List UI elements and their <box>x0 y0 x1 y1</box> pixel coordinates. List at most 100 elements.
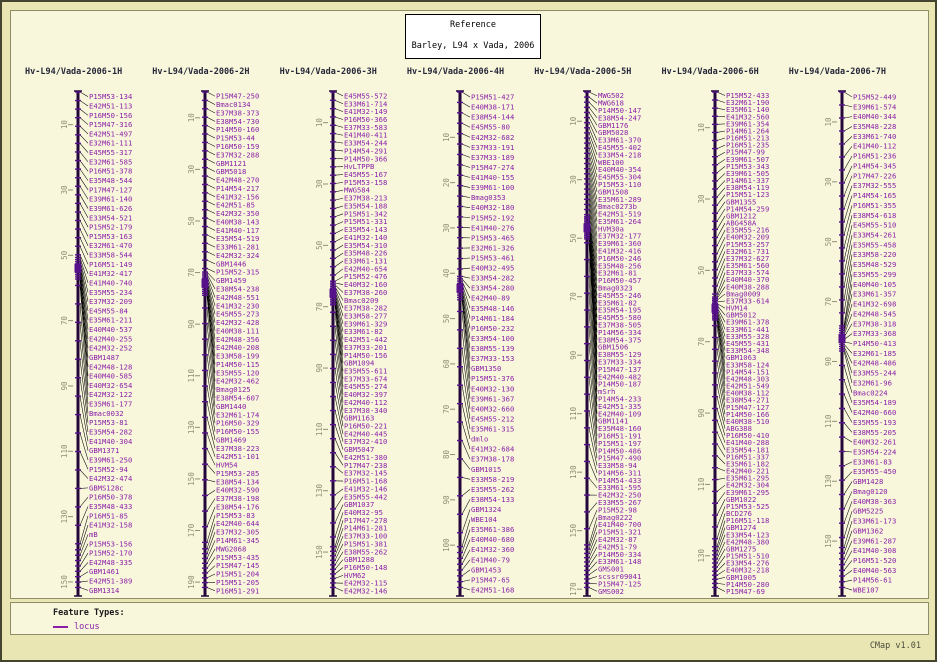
marker-label[interactable]: E42M48-335 <box>89 558 132 567</box>
marker-label[interactable]: E42M40-445 <box>344 429 387 438</box>
marker-label[interactable]: E45M55-84 <box>89 306 128 315</box>
marker-label[interactable]: E35M55-458 <box>853 240 896 249</box>
marker-label[interactable]: P15M53-343 <box>726 162 769 171</box>
marker-label[interactable]: P14M54-151 <box>726 367 769 376</box>
marker-label[interactable]: E35M55-450 <box>853 467 896 476</box>
marker-label[interactable]: GBM1141 <box>598 417 628 426</box>
marker-label[interactable]: E42M40-89 <box>471 294 510 303</box>
marker-label[interactable]: E33M54-348 <box>726 346 769 355</box>
marker-label[interactable]: GBM5225 <box>853 507 883 516</box>
marker-label[interactable]: E42M32-462 <box>216 377 259 386</box>
marker-label[interactable]: E37M33-201 <box>344 343 387 352</box>
marker-label[interactable]: P16M50-366 <box>344 115 387 124</box>
marker-label[interactable]: P14M54-291 <box>344 146 387 155</box>
marker-label[interactable]: E42M51-79 <box>598 542 637 551</box>
marker-label[interactable]: E32M61-326 <box>471 243 514 252</box>
marker-label[interactable]: GBMS128c <box>89 483 124 492</box>
marker-label[interactable]: E39M61-140 <box>89 195 132 204</box>
marker-label[interactable]: E42M32-250 <box>598 491 641 500</box>
marker-label[interactable]: E37M38-505 <box>598 321 641 330</box>
marker-label[interactable]: E35M48-146 <box>471 304 514 313</box>
marker-label[interactable]: E40M40-680 <box>471 535 514 544</box>
marker-label[interactable]: E35M55-299 <box>853 270 896 279</box>
marker-label[interactable]: E40M40-344 <box>853 112 896 121</box>
marker-label[interactable]: E37M38-178 <box>471 455 514 464</box>
marker-label[interactable]: E45M55-572 <box>344 91 387 100</box>
marker-label[interactable]: E33M54-261 <box>853 231 896 240</box>
marker-label[interactable]: E41M32-140 <box>344 233 387 242</box>
marker-label[interactable]: E37M33-100 <box>344 532 387 541</box>
marker-label[interactable]: P16M51-191 <box>598 431 641 440</box>
marker-label[interactable]: P16M50-221 <box>344 422 387 431</box>
marker-label[interactable]: E32M61-470 <box>89 241 132 250</box>
marker-label[interactable]: P15M52-192 <box>471 213 514 222</box>
marker-label[interactable]: GBM1453 <box>471 565 501 574</box>
marker-label[interactable]: E41M40-411 <box>344 131 387 140</box>
marker-label[interactable]: E33M58-219 <box>471 475 514 484</box>
marker-label[interactable]: GMS002 <box>598 587 624 596</box>
marker-label[interactable]: E35M61-295 <box>726 474 769 483</box>
marker-label[interactable]: E42M40-109 <box>598 409 641 418</box>
marker-label[interactable]: E35M61-177 <box>89 400 132 409</box>
marker-label[interactable]: E38M54-247 <box>598 113 641 122</box>
marker-label[interactable]: P14M56-334 <box>598 328 641 337</box>
marker-label[interactable]: MWG502 <box>598 91 624 100</box>
marker-label[interactable]: E35M55-193 <box>853 418 896 427</box>
marker-label[interactable]: E42M48-270 <box>216 176 259 185</box>
marker-label[interactable]: E33M54-100 <box>471 334 514 343</box>
marker-label[interactable]: Bmac0209 <box>344 296 379 305</box>
marker-label[interactable]: E42M51-549 <box>726 382 769 391</box>
marker-label[interactable]: P15M51-197 <box>598 439 641 448</box>
marker-label[interactable]: P14M50-147 <box>598 106 641 115</box>
marker-label[interactable]: P16M51-291 <box>216 586 259 595</box>
marker-label[interactable]: E35M48-256 <box>598 261 641 270</box>
marker-label[interactable]: E41M32-156 <box>216 192 259 201</box>
marker-label[interactable]: P14M54-345 <box>853 161 896 170</box>
marker-label[interactable]: P14M50-166 <box>726 410 769 419</box>
marker-label[interactable]: E35M55-611 <box>344 367 387 376</box>
marker-label[interactable]: E42M48-486 <box>853 359 896 368</box>
marker-label[interactable]: E38M54-607 <box>216 393 259 402</box>
marker-label[interactable]: E42M51-85 <box>216 201 255 210</box>
marker-label[interactable]: Bmag0125 <box>216 385 251 394</box>
marker-label[interactable]: E37M33-614 <box>726 296 769 305</box>
marker-label[interactable]: P14M50-187 <box>598 380 641 389</box>
marker-label[interactable]: E32M61-96 <box>853 378 892 387</box>
marker-label[interactable]: E45M55-212 <box>471 414 514 423</box>
marker-label[interactable]: E38M54-730 <box>216 117 259 126</box>
marker-label[interactable]: P15M53-83 <box>216 511 255 520</box>
marker-label[interactable]: MWG618 <box>598 99 624 108</box>
marker-label[interactable]: E37M33-189 <box>471 153 514 162</box>
marker-label[interactable]: Bmag0353 <box>471 193 506 202</box>
marker-label[interactable]: P15M53-257 <box>726 240 769 249</box>
marker-label[interactable]: E35M54-282 <box>89 427 132 436</box>
marker-label[interactable]: E35M61-182 <box>726 459 769 468</box>
marker-label[interactable]: E33M58-199 <box>216 352 259 361</box>
marker-label[interactable]: E35M55-216 <box>726 226 769 235</box>
marker-label[interactable]: P15M51-342 <box>344 209 387 218</box>
marker-label[interactable]: E41M40-288 <box>726 438 769 447</box>
marker-label[interactable]: E37M38-198 <box>216 494 259 503</box>
marker-label[interactable]: E40M40-354 <box>598 165 641 174</box>
marker-label[interactable]: E35M54-188 <box>344 201 387 210</box>
marker-label[interactable]: P14M56-61 <box>853 576 892 585</box>
marker-label[interactable]: HVM14 <box>726 304 748 313</box>
marker-label[interactable]: P16M50-148 <box>344 563 387 572</box>
marker-label[interactable]: Bmag0222 <box>598 513 633 522</box>
marker-label[interactable]: P14M50-160 <box>216 125 259 134</box>
marker-label[interactable]: GBM1362 <box>853 526 883 535</box>
marker-label[interactable]: E33M61-595 <box>598 483 641 492</box>
marker-label[interactable]: E35M48-544 <box>89 176 132 185</box>
marker-label[interactable]: P17M47-226 <box>853 171 896 180</box>
marker-label[interactable]: P15M51-376 <box>471 374 514 383</box>
marker-label[interactable]: GBM1461 <box>89 567 119 576</box>
legend-item-locus[interactable]: locus <box>53 622 100 632</box>
marker-label[interactable]: E40M40-537 <box>89 325 132 334</box>
marker-label[interactable]: E38M54-144 <box>471 113 514 122</box>
marker-label[interactable]: E41M40-304 <box>89 437 132 446</box>
marker-label[interactable]: WBE100 <box>598 158 624 167</box>
marker-label[interactable]: E37M38-213 <box>344 194 387 203</box>
marker-label[interactable]: P16M50-159 <box>216 142 259 151</box>
marker-label[interactable]: GBM1176 <box>598 121 628 130</box>
marker-label[interactable]: E41M32-149 <box>344 107 387 116</box>
